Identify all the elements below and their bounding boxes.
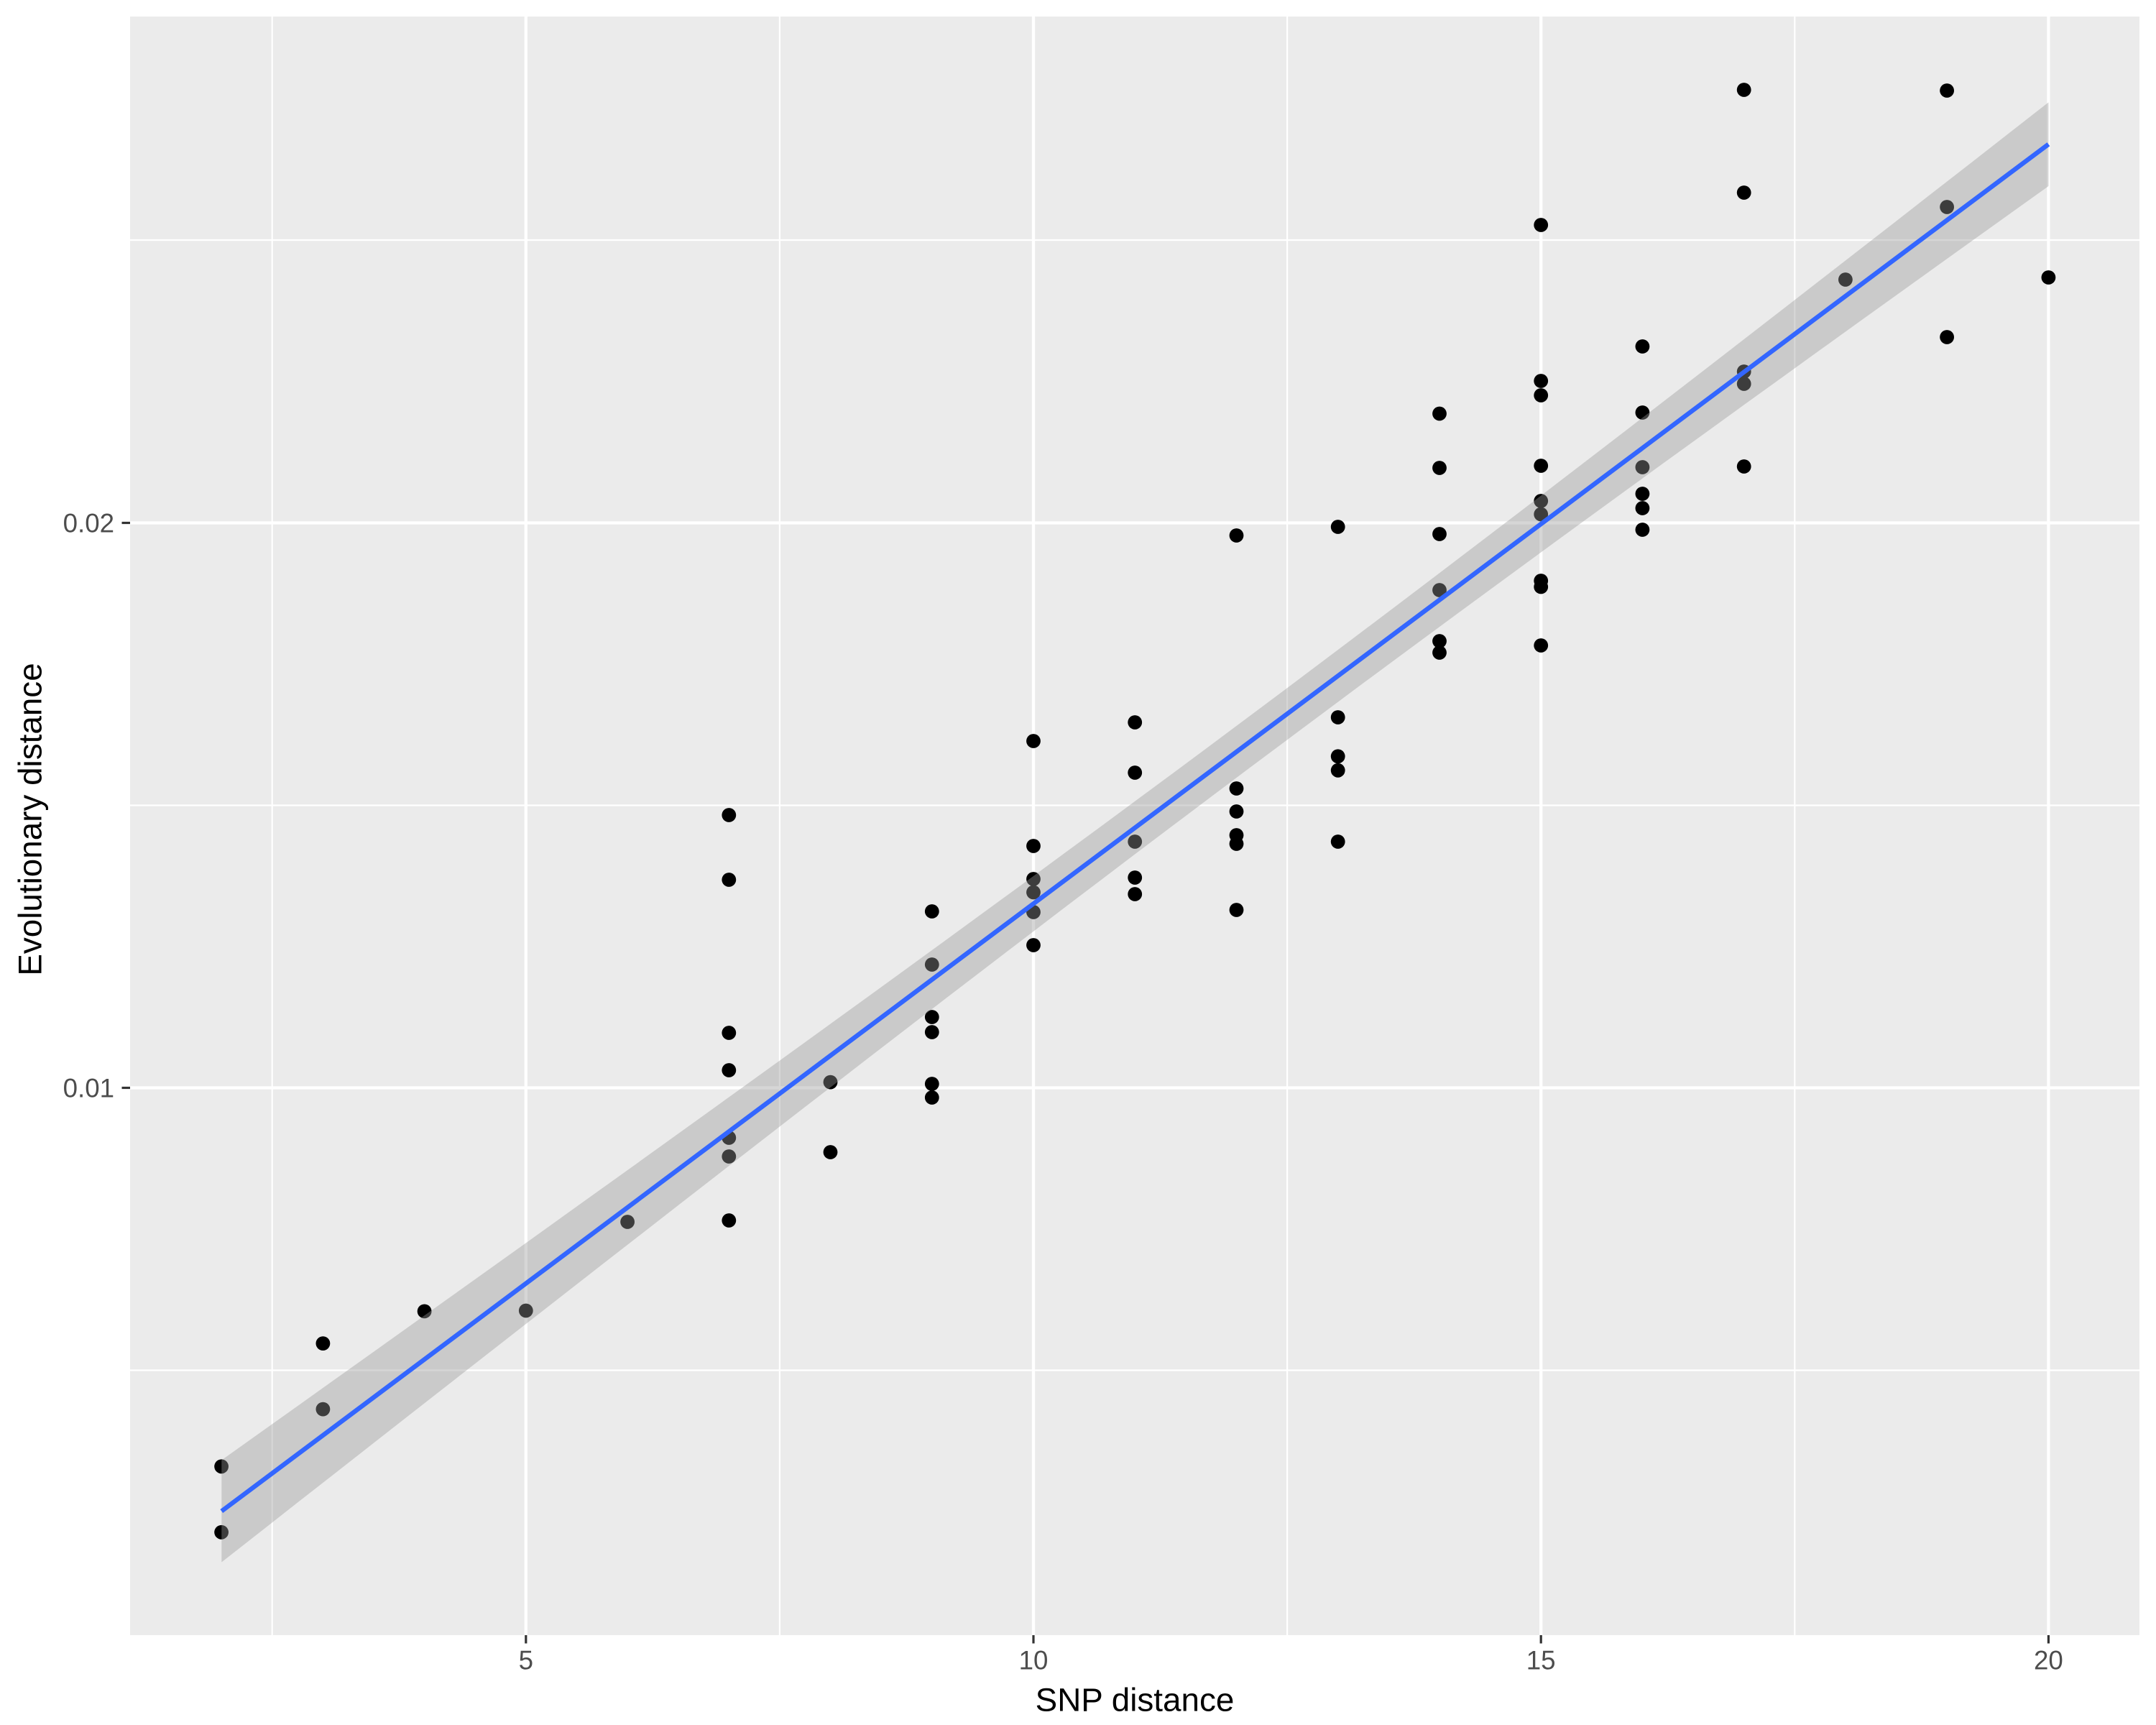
svg-text:0.01: 0.01 bbox=[63, 1074, 114, 1103]
svg-text:SNP distance: SNP distance bbox=[1036, 1682, 1235, 1719]
svg-text:20: 20 bbox=[2034, 1646, 2063, 1675]
svg-text:5: 5 bbox=[519, 1646, 533, 1675]
svg-text:0.02: 0.02 bbox=[63, 509, 114, 538]
svg-text:Evolutionary distance: Evolutionary distance bbox=[12, 663, 49, 975]
svg-text:10: 10 bbox=[1019, 1646, 1049, 1675]
svg-text:15: 15 bbox=[1526, 1646, 1556, 1675]
